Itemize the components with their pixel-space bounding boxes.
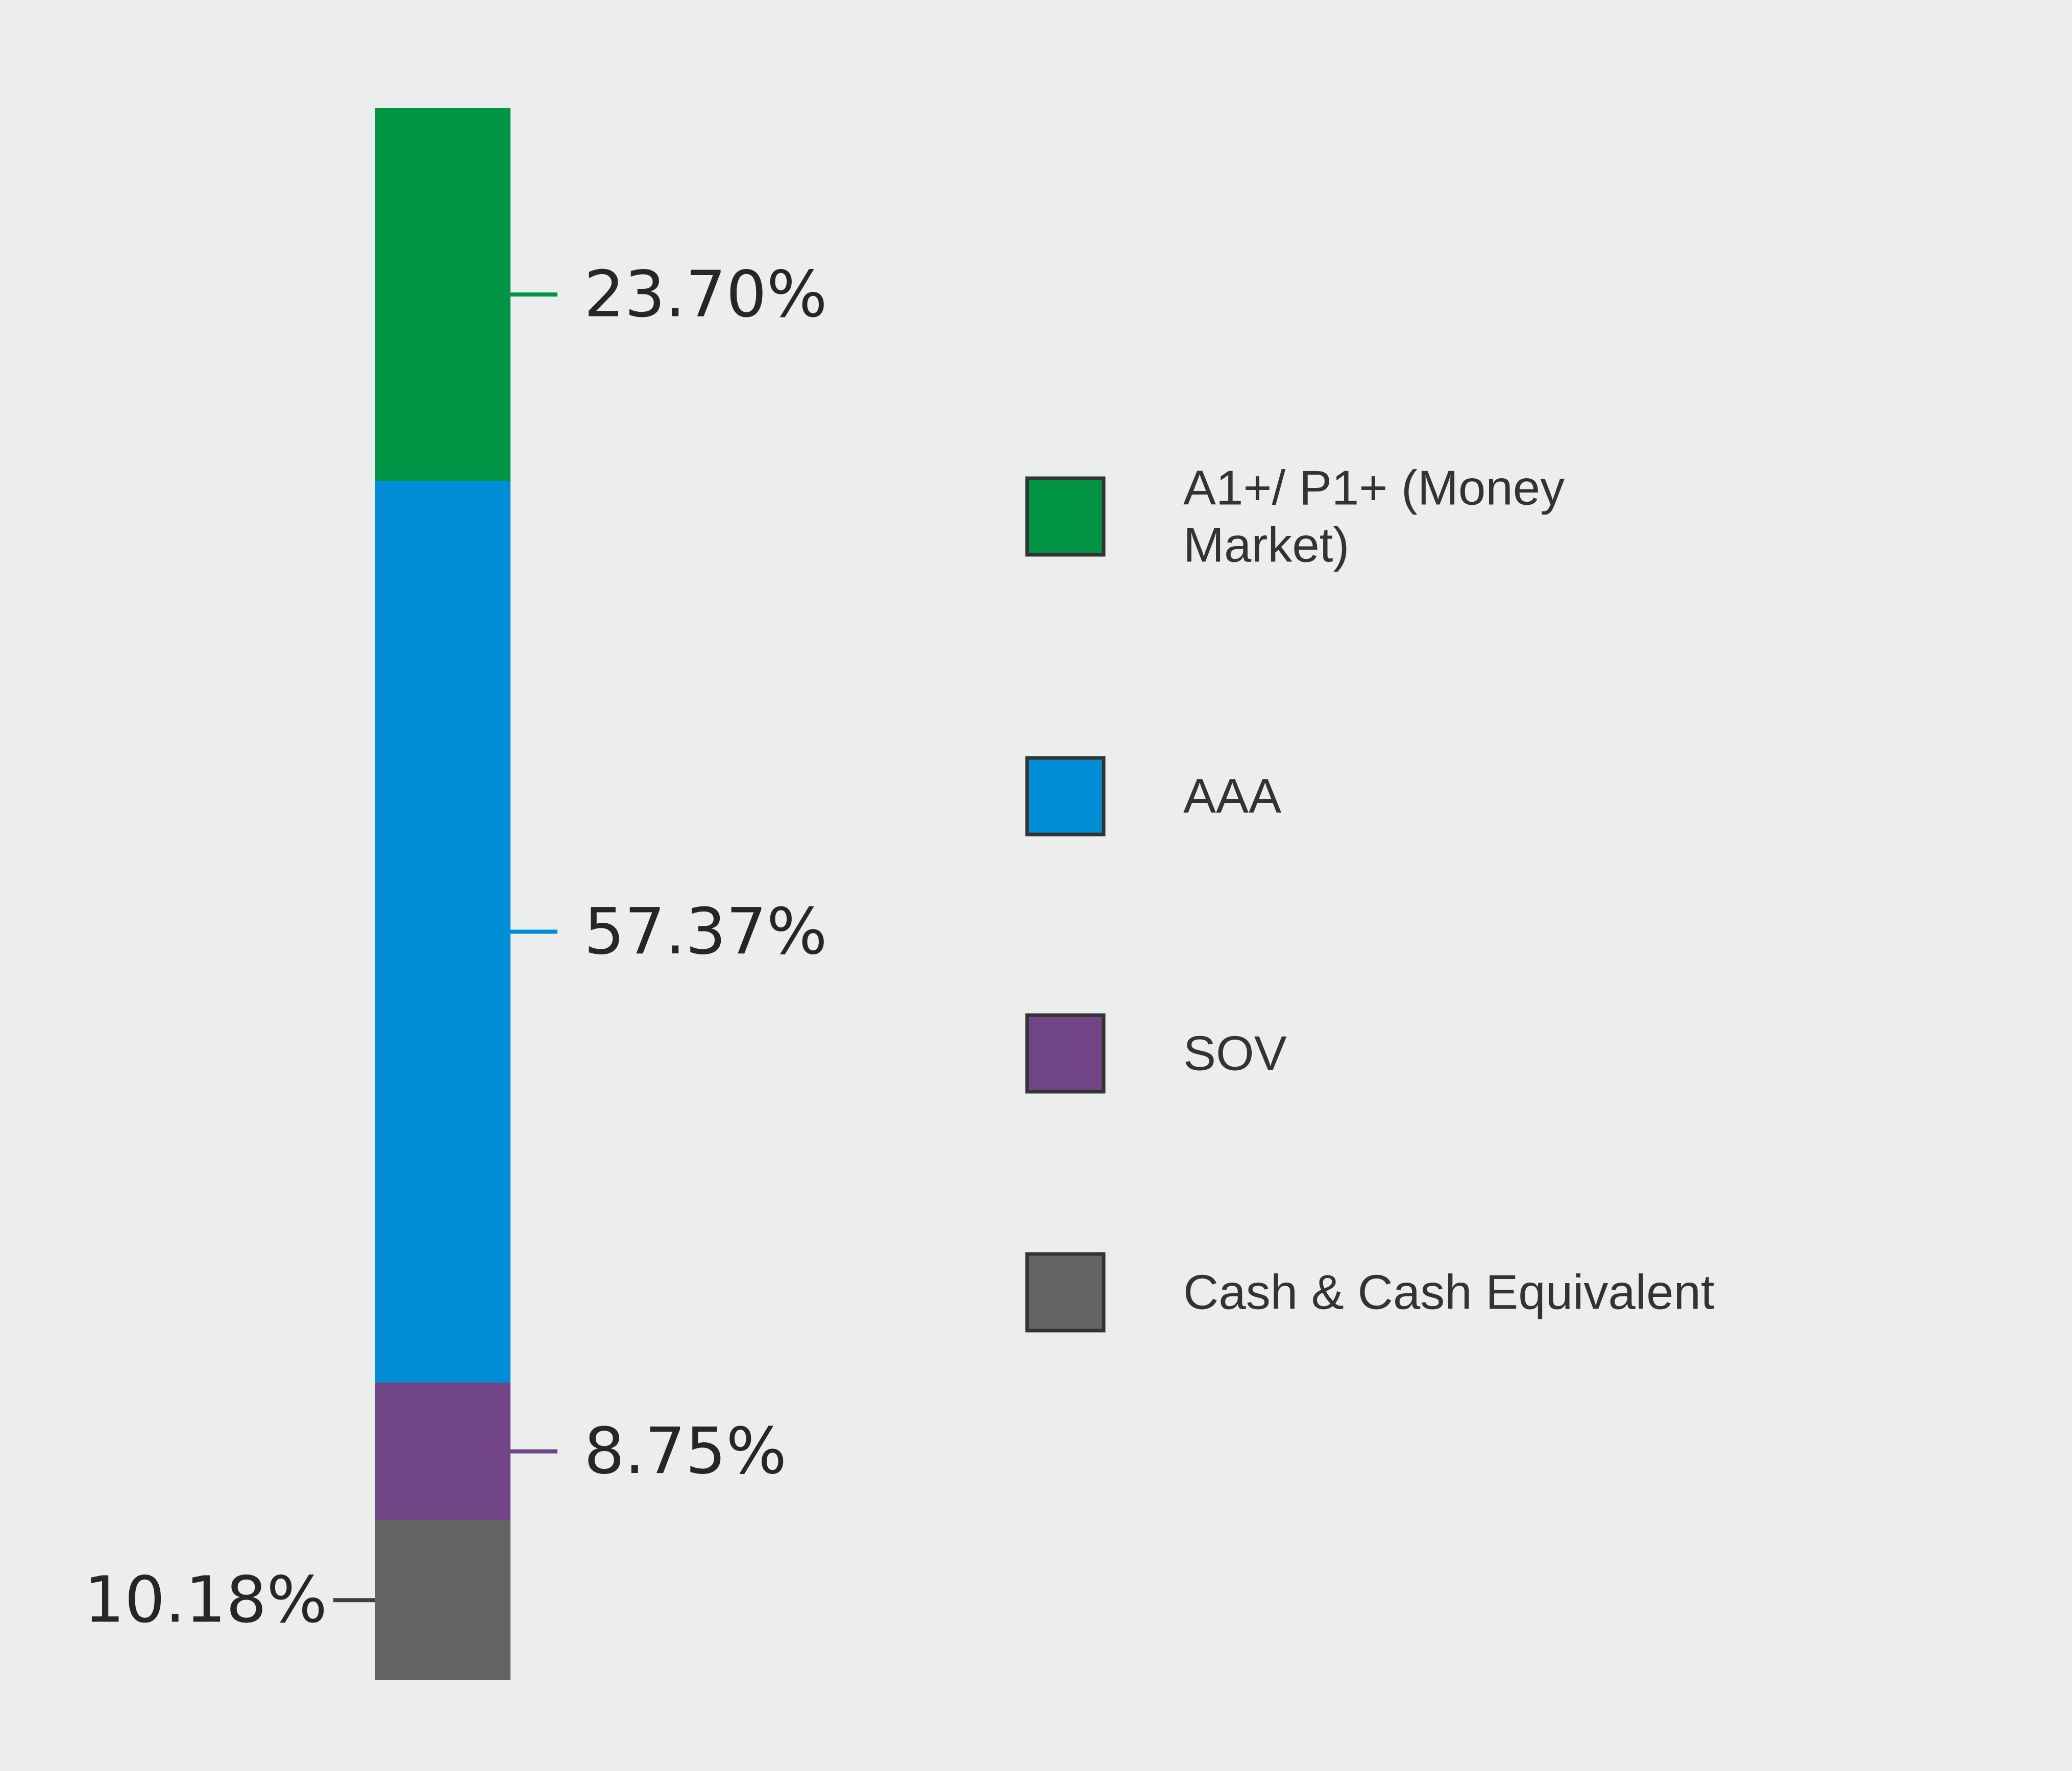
stacked-bar [375,108,510,1680]
bar-segment-sov [375,1382,510,1520]
legend-label-a1-p1-money-market: A1+/ P1+ (Money [1183,461,1565,515]
data-label-sov: 8.75% [584,1414,787,1488]
legend-swatch-aaa [1025,756,1106,837]
value-labels: 23.70% 57.37% 8.75% 10.18% [84,257,827,1637]
legend-label-aaa: AAA [1183,769,1281,824]
legend-label-sov: SOV [1183,1026,1287,1081]
data-label-aaa: 57.37% [584,895,827,969]
bar-segment-a1-p1-money-market [375,108,510,481]
legend-swatch-a1-p1-money-market [1025,476,1106,557]
legend-swatch-cash-cash-equivalent [1025,1252,1106,1333]
data-label-cash-cash-equivalent: 10.18% [84,1563,327,1637]
legend-label-cash-cash-equivalent: Cash & Cash Equivalent [1183,1265,1715,1320]
legend-swatch-sov [1025,1013,1106,1094]
legend-label-a1-p1-money-market: Market) [1183,518,1349,573]
bar-segment-cash-cash-equivalent [375,1520,510,1680]
bar-segment-aaa [375,480,510,1383]
data-label-a1-p1-money-market: 23.70% [584,257,827,331]
